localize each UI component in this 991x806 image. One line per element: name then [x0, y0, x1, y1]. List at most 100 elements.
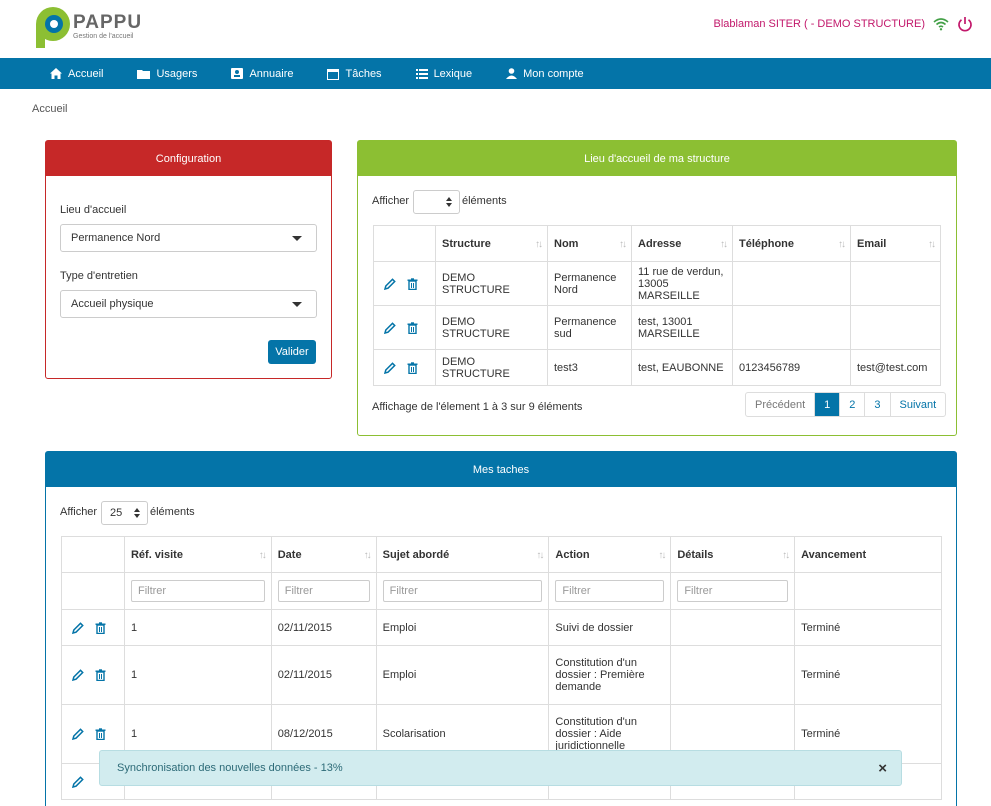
show-suffix: éléments [150, 506, 195, 518]
row-actions [373, 305, 436, 350]
column-header-nom[interactable]: Nom ↑↓ [547, 225, 632, 262]
trash-icon[interactable] [95, 669, 106, 682]
cell-structure: DEMO STRUCTURE [435, 305, 548, 350]
trash-icon[interactable] [407, 277, 418, 290]
pager-page-1[interactable]: 1 [815, 393, 841, 416]
cell-sujet: Emploi [375, 609, 550, 646]
nav-label: Lexique [433, 67, 473, 80]
cell-email [850, 305, 941, 350]
cell-telephone: 0123456789 [732, 349, 851, 386]
trash-icon[interactable] [407, 321, 418, 334]
cell-adresse: test, 13001 MARSEILLE [631, 305, 733, 350]
cell-telephone [732, 261, 851, 306]
edit-pencil-icon[interactable] [72, 775, 84, 788]
breadcrumb[interactable]: Accueil [32, 103, 68, 115]
edit-pencil-icon[interactable] [384, 361, 396, 374]
pagination: Précédent 1 2 3 Suivant [745, 392, 947, 417]
table-header-row: Structure ↑↓ Nom ↑↓ Adresse ↑↓ Téléphone ↑↓ … [373, 225, 941, 262]
column-header-avancement: Avancement [794, 536, 942, 573]
trash-icon[interactable] [95, 728, 106, 741]
trash-icon[interactable] [407, 361, 418, 374]
pager-previous[interactable]: Précédent [746, 393, 816, 416]
close-icon[interactable]: × [878, 760, 887, 777]
nav-item-mon-compte[interactable]: Mon compte [506, 68, 584, 80]
sync-notification-text: Synchronisation des nouvelles données - … [117, 762, 343, 774]
nav-item-usagers[interactable]: Usagers [137, 68, 197, 80]
panel-title: Configuration [46, 141, 331, 176]
cell-email: test@test.com [850, 349, 941, 386]
cell-email [850, 261, 941, 306]
filter-row: Filtrer Filtrer Filtrer Filtrer Filtrer [61, 572, 942, 610]
filter-cell: Filtrer [375, 572, 550, 610]
show-prefix: Afficher [60, 506, 98, 518]
page-length-select[interactable] [413, 190, 460, 214]
table-row: DEMO STRUCTURE Permanence sud test, 1300… [373, 305, 941, 350]
sort-icon: ↑↓ [838, 238, 846, 250]
column-header-date[interactable]: Date ↑↓ [270, 536, 377, 573]
type-select[interactable]: Accueil physique [60, 290, 317, 318]
actions-header [61, 536, 125, 573]
filter-details-input[interactable]: Filtrer [677, 580, 789, 602]
logo-subtitle: Gestion de l'accueil [73, 33, 134, 40]
nav-item-lexique[interactable]: Lexique [415, 67, 473, 80]
pager-next[interactable]: Suivant [899, 398, 937, 411]
cell-structure: DEMO STRUCTURE [435, 349, 548, 386]
sort-updown-icon [446, 197, 452, 207]
edit-pencil-icon[interactable] [384, 277, 396, 290]
filter-ref-input[interactable]: Filtrer [130, 580, 265, 602]
filter-date-input[interactable]: Filtrer [277, 580, 370, 602]
edit-pencil-icon[interactable] [72, 621, 84, 634]
filter-sujet-input[interactable]: Filtrer [382, 580, 543, 602]
sort-icon: ↑↓ [535, 238, 543, 250]
edit-pencil-icon[interactable] [384, 321, 396, 334]
cell-nom: Permanence sud [547, 305, 632, 350]
user-name[interactable]: Blablaman SITER ( - DEMO STRUCTURE) [713, 18, 925, 30]
column-header-action[interactable]: Action ↑↓ [548, 536, 672, 573]
sort-icon: ↑↓ [536, 549, 544, 561]
show-prefix: Afficher [372, 195, 410, 207]
pager-page-3[interactable]: 3 [865, 393, 891, 416]
nav-label: Usagers [156, 67, 198, 80]
cell-nom: Permanence Nord [547, 261, 632, 306]
caret-down-icon [292, 236, 302, 241]
page-length-select[interactable]: 25 [101, 501, 148, 525]
valider-button[interactable]: Valider [268, 340, 316, 364]
nav-label: Tâches [345, 67, 382, 80]
logo-icon [36, 7, 70, 48]
trash-icon[interactable] [95, 621, 106, 634]
home-icon [50, 68, 62, 79]
filter-cell: Filtrer [123, 572, 272, 610]
sort-icon: ↑↓ [658, 549, 666, 561]
cell-details [670, 609, 796, 646]
user-icon [506, 68, 518, 79]
pappu-logo[interactable]: PAPPU Gestion de l'accueil [33, 6, 153, 48]
row-actions [373, 261, 436, 306]
filter-action-input[interactable]: Filtrer [555, 580, 665, 602]
column-header-telephone[interactable]: Téléphone ↑↓ [732, 225, 851, 262]
type-select-value: Accueil physique [71, 298, 154, 310]
cell-ref: 1 [123, 609, 272, 646]
column-header-details[interactable]: Détails ↑↓ [670, 536, 796, 573]
edit-pencil-icon[interactable] [72, 728, 84, 741]
nav-item-annuaire[interactable]: Annuaire [231, 68, 293, 80]
cell-avancement: Terminé [794, 609, 942, 646]
cell-action: Constitution d'un dossier : Première dem… [548, 645, 672, 705]
nav-item-accueil[interactable]: Accueil [50, 68, 103, 80]
column-header-email[interactable]: Email ↑↓ [850, 225, 941, 262]
power-icon[interactable] [957, 16, 973, 32]
column-header-structure[interactable]: Structure ↑↓ [435, 225, 548, 262]
list-icon [415, 68, 428, 79]
column-header-ref-visite[interactable]: Réf. visite ↑↓ [123, 536, 272, 573]
nav-item-taches[interactable]: Tâches [327, 67, 382, 80]
column-header-adresse[interactable]: Adresse ↑↓ [631, 225, 733, 262]
column-header-sujet[interactable]: Sujet abordé ↑↓ [375, 536, 550, 573]
cell-structure: DEMO STRUCTURE [435, 261, 548, 306]
cell-nom: test3 [547, 349, 632, 386]
cell-action: Suivi de dossier [548, 609, 672, 646]
lieu-select[interactable]: Permanence Nord [60, 224, 317, 252]
pager-page-2[interactable]: 2 [840, 393, 866, 416]
filter-cell: Filtrer [270, 572, 377, 610]
edit-pencil-icon[interactable] [72, 669, 84, 682]
cell-avancement: Terminé [794, 645, 942, 705]
contact-card-icon [231, 68, 244, 79]
